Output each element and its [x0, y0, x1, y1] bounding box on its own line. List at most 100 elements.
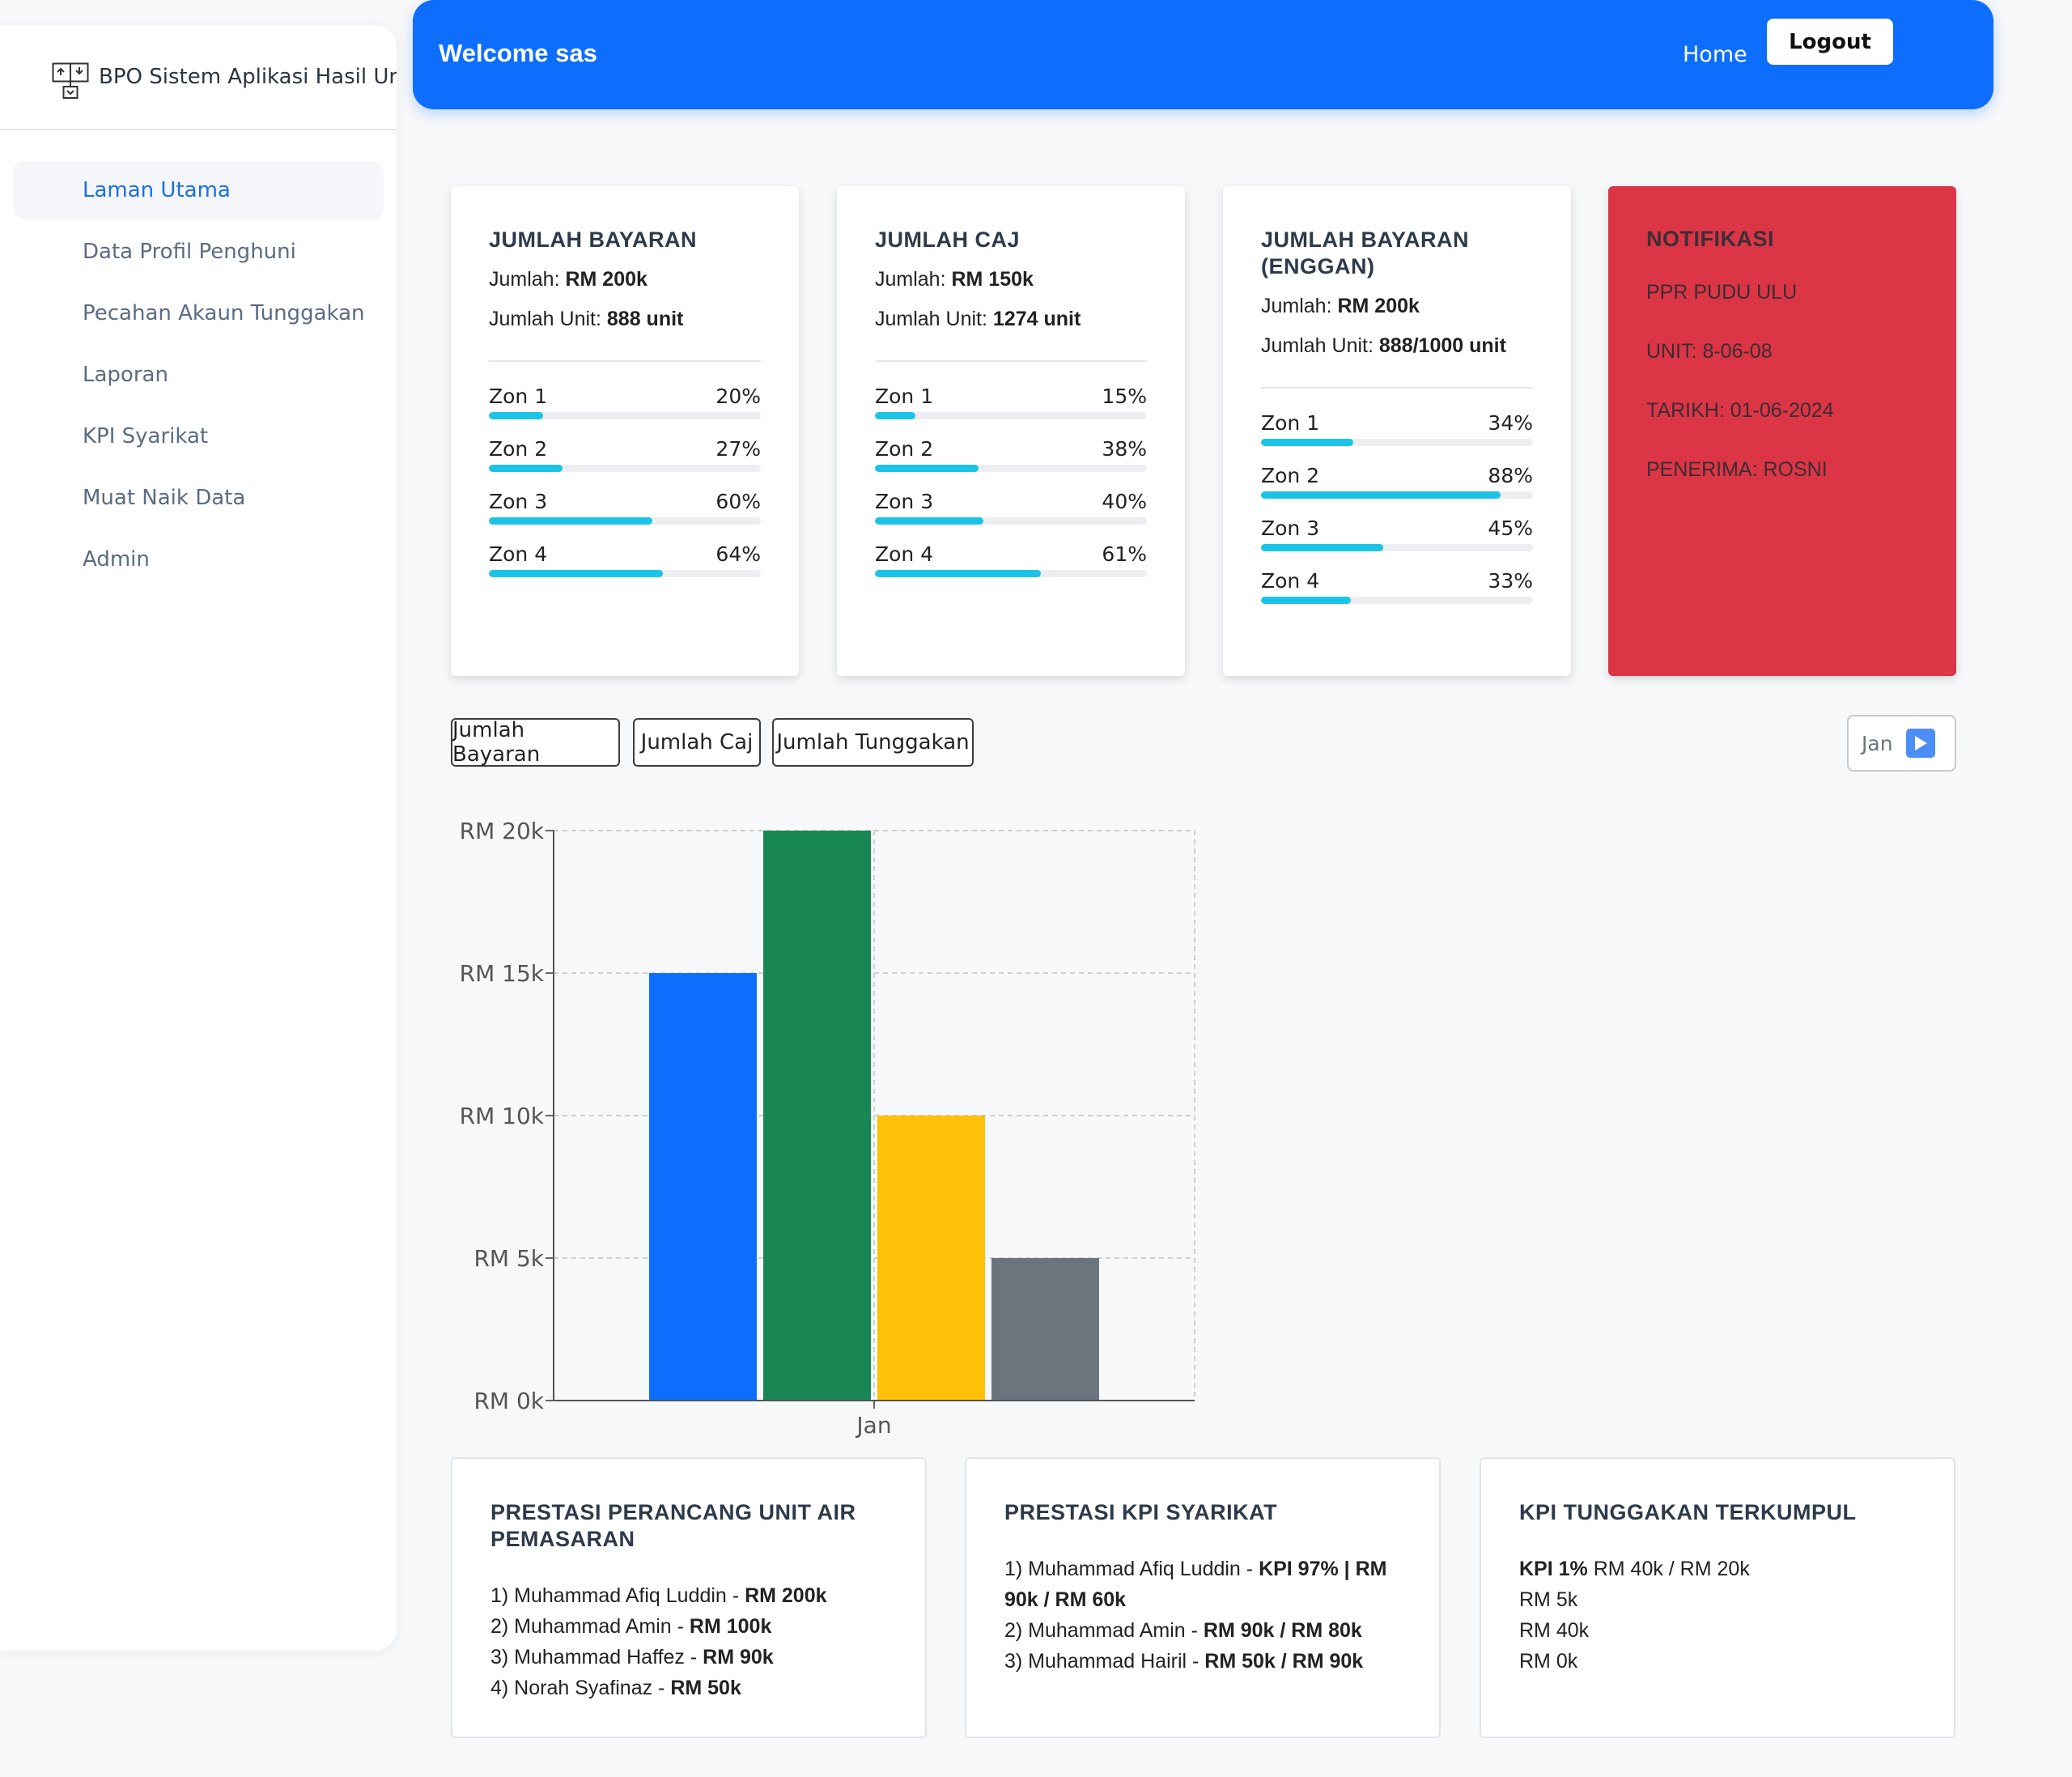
- summary-row-text: RM 40k: [1519, 1619, 1590, 1642]
- summary-row-text: RM 0k: [1519, 1650, 1578, 1673]
- zone-progress: Zon 1 20%: [489, 383, 761, 419]
- summary-card: PRESTASI PERANCANG UNIT AIR PEMASARAN 1) …: [451, 1457, 927, 1738]
- zone-percent: 38%: [1102, 437, 1147, 461]
- top-header: Welcome sas Home Logout: [413, 0, 1993, 109]
- progress-fill: [875, 570, 1041, 577]
- divider: [875, 360, 1147, 362]
- zone-progress: Zon 3 40%: [875, 488, 1147, 525]
- notification-title: NOTIFIKASI: [1646, 227, 1774, 251]
- amount-label: Jumlah:: [1261, 295, 1338, 317]
- zone-percent: 88%: [1488, 464, 1533, 487]
- logout-button[interactable]: Logout: [1767, 19, 1893, 65]
- zone-percent: 27%: [715, 437, 761, 461]
- zone-percent: 64%: [715, 542, 761, 566]
- summary-row-text: RM 40k / RM 20k: [1587, 1558, 1750, 1580]
- zone-label: Zon 2: [875, 437, 934, 461]
- x-tick-label: Jan: [855, 1412, 891, 1439]
- amount-value: RM 200k: [565, 268, 648, 291]
- stat-card: JUMLAH BAYARAN Jumlah: RM 200k Jumlah Unit…: [451, 186, 799, 676]
- zone-label: Zon 3: [1261, 517, 1320, 540]
- summary-row-text: RM 5k: [1519, 1588, 1578, 1611]
- amount-label: Jumlah:: [489, 268, 566, 291]
- stat-card: JUMLAH CAJ Jumlah: RM 150k Jumlah Unit: 12…: [837, 186, 1185, 676]
- summary-row: RM 0k: [1519, 1646, 1916, 1677]
- progress-fill: [875, 517, 984, 525]
- progress-fill: [489, 412, 544, 419]
- zone-label: Zon 3: [875, 490, 934, 513]
- home-link[interactable]: Home: [1683, 42, 1747, 67]
- progress-fill: [875, 465, 979, 472]
- zone-percent: 15%: [1102, 385, 1147, 408]
- units-label: Jumlah Unit:: [1261, 334, 1379, 357]
- zone-percent: 60%: [715, 490, 761, 513]
- zone-label: Zon 1: [489, 385, 548, 408]
- brand[interactable]: BPO Sistem Aplikasi Hasil Unit Air Pemas…: [0, 25, 397, 130]
- tab-jumlah-tunggakan[interactable]: Jumlah Tunggakan: [772, 718, 974, 767]
- sidebar: BPO Sistem Aplikasi Hasil Unit Air Pemas…: [0, 25, 397, 1651]
- bar[interactable]: [991, 1258, 1099, 1401]
- y-tick-label: RM 10k: [460, 1103, 545, 1129]
- zone-percent: 33%: [1488, 569, 1533, 593]
- sitemap-icon: [52, 62, 89, 99]
- progress-fill: [1261, 491, 1501, 499]
- summary-row-bold: RM 90k: [703, 1646, 774, 1669]
- summary-body: 1) Muhammad Afiq Luddin - RM 200k 2) Muha…: [490, 1580, 887, 1703]
- card-amount: Jumlah: RM 200k: [489, 266, 761, 293]
- sidebar-item-laman-utama[interactable]: Laman Utama: [13, 161, 384, 219]
- summary-card: PRESTASI KPI SYARIKAT 1) Muhammad Afiq Lu…: [965, 1457, 1441, 1738]
- stat-card: JUMLAH BAYARAN (ENGGAN) Jumlah: RM 200k Ju…: [1223, 186, 1571, 676]
- summary-row-text: 1) Muhammad Afiq Luddin -: [490, 1584, 745, 1607]
- zone-percent: 40%: [1102, 490, 1147, 513]
- zone-label: Zon 4: [489, 542, 548, 566]
- tab-jumlah-caj[interactable]: Jumlah Caj: [633, 718, 761, 767]
- card-amount: Jumlah: RM 200k: [1261, 292, 1533, 320]
- summary-row-bold: RM 100k: [689, 1615, 772, 1638]
- units-value: 1274 unit: [992, 308, 1081, 330]
- sidebar-menu: Laman Utama Data Profil Penghuni Pecahan A…: [13, 161, 384, 592]
- zone-progress: Zon 3 45%: [1261, 515, 1533, 551]
- summary-row: 2) Muhammad Amin - RM 100k: [490, 1611, 887, 1642]
- summary-body: KPI 1% RM 40k / RM 20k RM 5k RM 40k RM 0k: [1519, 1554, 1916, 1677]
- summary-title: PRESTASI KPI SYARIKAT: [1004, 1500, 1278, 1524]
- units-label: Jumlah Unit:: [489, 308, 607, 330]
- card-title: JUMLAH BAYARAN: [489, 227, 698, 252]
- progress-track: [875, 465, 1147, 472]
- progress-fill: [489, 570, 664, 577]
- bar[interactable]: [763, 831, 871, 1401]
- summary-row-bold: RM 200k: [745, 1584, 827, 1607]
- month-selector[interactable]: Jan: [1847, 715, 1956, 772]
- summary-row-bold: RM 90k / RM 80k: [1203, 1619, 1362, 1642]
- progress-track: [489, 412, 761, 419]
- progress-track: [1261, 491, 1533, 499]
- summary-card: KPI TUNGGAKAN TERKUMPUL KPI 1% RM 40k / R…: [1480, 1457, 1955, 1738]
- summary-row: 3) Muhammad Hairil - RM 50k / RM 90k: [1004, 1646, 1401, 1677]
- sidebar-item-pecahan-akaun-tunggakan[interactable]: Pecahan Akaun Tunggakan: [83, 301, 365, 325]
- summary-row-text: 1) Muhammad Afiq Luddin -: [1004, 1558, 1259, 1580]
- progress-track: [489, 465, 761, 472]
- zone-label: Zon 4: [1261, 569, 1320, 593]
- sidebar-item-data-profil-penghuni[interactable]: Data Profil Penghuni: [83, 240, 296, 264]
- progress-fill: [1261, 544, 1384, 551]
- bar[interactable]: [877, 1116, 985, 1401]
- zone-progress: Zon 3 60%: [489, 488, 761, 525]
- y-tick-label: RM 20k: [460, 818, 545, 844]
- play-icon[interactable]: [1905, 729, 1935, 758]
- summary-row-bold: KPI 1%: [1519, 1558, 1588, 1580]
- summary-row: KPI 1% RM 40k / RM 20k: [1519, 1554, 1916, 1584]
- sidebar-item-muat-naik-data[interactable]: Muat Naik Data: [83, 486, 246, 510]
- sidebar-item-kpi-syarikat[interactable]: KPI Syarikat: [83, 424, 209, 449]
- zone-progress: Zon 1 34%: [1261, 410, 1533, 446]
- card-title: JUMLAH BAYARAN (ENGGAN): [1261, 227, 1470, 278]
- bar[interactable]: [649, 973, 757, 1401]
- progress-track: [1261, 544, 1533, 551]
- notification-card: NOTIFIKASI PPR PUDU ULU UNIT: 8-06-08 TA…: [1608, 186, 1956, 676]
- tab-label: Jumlah Caj: [640, 730, 754, 755]
- sidebar-item-laporan[interactable]: Laporan: [83, 363, 168, 387]
- zone-percent: 61%: [1102, 542, 1147, 566]
- zone-percent: 20%: [715, 385, 761, 408]
- zone-label: Zon 1: [875, 385, 934, 408]
- tab-jumlah-bayaran[interactable]: Jumlah Bayaran: [451, 718, 620, 767]
- sidebar-item-admin[interactable]: Admin: [83, 547, 150, 572]
- progress-track: [1261, 439, 1533, 446]
- tab-label: Jumlah Tunggakan: [776, 730, 970, 755]
